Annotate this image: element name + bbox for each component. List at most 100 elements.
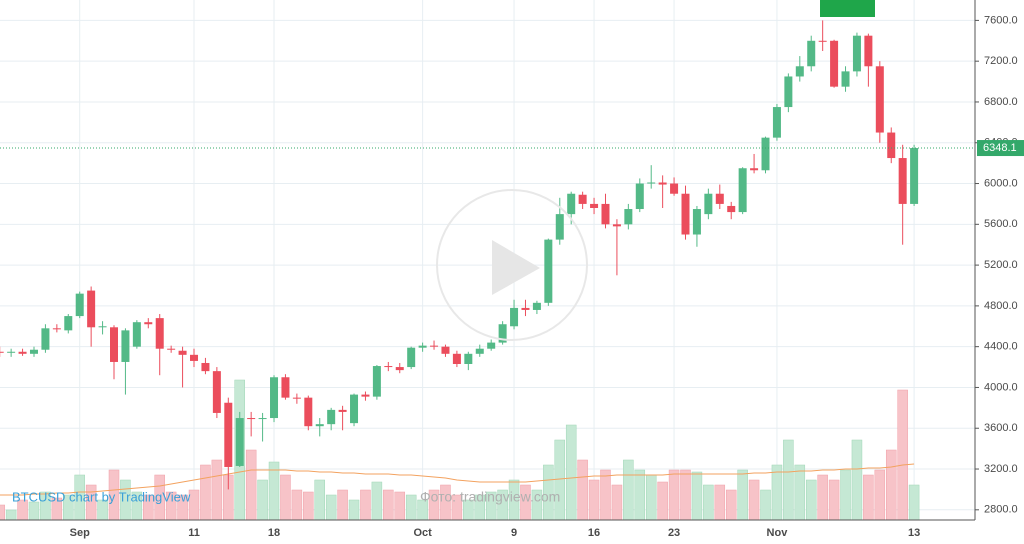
- volume-bar: [188, 489, 200, 521]
- candle-body: [281, 377, 290, 398]
- watermark: BTCUSD chart by TradingView: [12, 489, 191, 504]
- candle-body: [704, 193, 713, 215]
- play-icon[interactable]: [492, 240, 540, 295]
- candle-body: [487, 342, 496, 349]
- x-tick-label: 18: [268, 527, 280, 539]
- candle-body: [430, 345, 439, 347]
- volume-bar: [360, 489, 371, 521]
- candle-body: [52, 328, 61, 330]
- candle-body: [635, 183, 644, 210]
- x-tick-label: 23: [668, 527, 680, 539]
- y-tick-label: 4400.0: [984, 341, 1018, 353]
- x-tick-label: 9: [511, 527, 517, 539]
- grid: [0, 0, 975, 520]
- volume-ma: [0, 463, 915, 496]
- volume-bar: [348, 499, 360, 521]
- candle-body: [18, 351, 27, 354]
- candle-body: [224, 402, 233, 467]
- volume-bar: [211, 459, 223, 521]
- candle-body: [29, 349, 38, 354]
- x-tick-label: 13: [908, 527, 920, 539]
- candle-body: [75, 293, 84, 317]
- candle-body: [464, 353, 473, 364]
- candle-body: [212, 371, 221, 413]
- badge: [820, 0, 875, 17]
- y-tick-label: 7200.0: [984, 55, 1018, 67]
- candle-body: [304, 397, 313, 427]
- volume-bar: [200, 464, 211, 521]
- candle-body: [190, 354, 199, 361]
- x-tick-label: Nov: [767, 527, 789, 539]
- candle-body: [521, 307, 530, 310]
- y-tick-label: 6800.0: [984, 96, 1018, 108]
- candle-body: [875, 66, 884, 133]
- candle-body: [807, 40, 816, 67]
- volume-bar: [817, 474, 828, 521]
- candle-body: [612, 224, 621, 227]
- candle-body: [658, 182, 667, 185]
- candle-body: [452, 353, 461, 364]
- volume-bar: [325, 494, 337, 521]
- candle-body: [361, 394, 370, 397]
- candle-body: [784, 76, 793, 108]
- volume-bar: [760, 489, 771, 521]
- volume-bar: [405, 494, 417, 521]
- play-ring[interactable]: [436, 189, 588, 341]
- price-tag: [977, 140, 1024, 157]
- volume-bar: [257, 479, 268, 521]
- candle-body: [910, 148, 919, 204]
- y-tick-label: 3200.0: [984, 463, 1018, 475]
- candle-body: [178, 350, 187, 355]
- axis-labels: 2800.0 3200.0 3600.0 4000.0 4400.0 4800.0 5200…: [70, 14, 1024, 539]
- volume-bar: [383, 489, 394, 521]
- volume-bar: [657, 481, 668, 521]
- candle-body: [441, 346, 450, 354]
- candle-body: [41, 328, 50, 350]
- volume-bar: [611, 484, 623, 521]
- candle-body: [887, 132, 896, 159]
- candle-body: [395, 367, 404, 371]
- candle-body: [818, 40, 827, 42]
- candle-body: [327, 409, 336, 425]
- x-tick-label: 16: [588, 527, 600, 539]
- volume-bar: [714, 484, 726, 521]
- candles: [0, 20, 975, 490]
- candle-body: [372, 366, 381, 397]
- candle-body: [830, 40, 839, 87]
- volume-bar: [565, 424, 577, 521]
- volume-bar: [885, 449, 897, 521]
- volume-bar: [588, 479, 600, 521]
- volume-bar: [28, 501, 40, 521]
- volume-bar: [280, 474, 291, 521]
- candle-body: [475, 348, 484, 354]
- candle-body: [384, 366, 393, 368]
- volume-bar: [680, 469, 691, 521]
- candle-body: [590, 203, 599, 208]
- y-tick-label: 3600.0: [984, 422, 1018, 434]
- volume-bar: [737, 469, 748, 521]
- volume-bar: [805, 479, 817, 521]
- candle-body: [167, 348, 176, 350]
- candle-body: [898, 158, 907, 204]
- candle-body: [750, 168, 759, 171]
- y-tick-label: 5200.0: [984, 259, 1018, 271]
- candle-body: [510, 307, 519, 327]
- candle-body: [692, 209, 701, 235]
- volume-bar: [794, 464, 806, 521]
- volume-pane: [0, 379, 920, 521]
- candle-body: [624, 209, 633, 225]
- candle-body: [841, 71, 850, 87]
- candle-body: [407, 347, 416, 368]
- candle-body: [647, 182, 656, 184]
- candle-body: [498, 324, 507, 343]
- candle-body: [110, 327, 118, 362]
- volume-bar: [668, 469, 680, 521]
- candle-body: [418, 345, 427, 348]
- candle-body: [0, 351, 4, 353]
- candle-body: [292, 397, 301, 399]
- candle-body: [772, 107, 781, 138]
- candle-body: [578, 194, 587, 204]
- x-tick-label: 11: [188, 527, 200, 539]
- candle-body: [670, 183, 679, 194]
- x-tick-label: Sep: [70, 527, 90, 539]
